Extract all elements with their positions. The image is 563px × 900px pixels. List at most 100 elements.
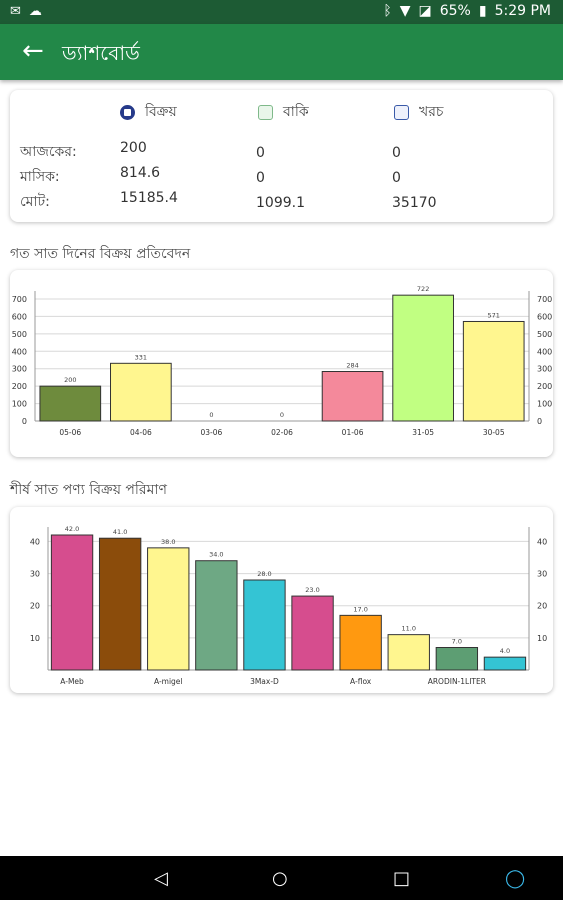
- y-tick-label-left: 10: [30, 634, 40, 643]
- x-tick-label: 03-06: [201, 428, 223, 437]
- sale-header-label: বিক্রয়: [145, 104, 177, 120]
- y-tick-label-right: 0: [537, 417, 542, 426]
- bar: [291, 595, 334, 671]
- data-label: 34.0: [209, 551, 223, 559]
- back-nav-icon[interactable]: ◁: [154, 868, 168, 889]
- data-label: 42.0: [65, 525, 79, 533]
- y-tick-label-left: 100: [12, 400, 27, 409]
- bar: [243, 579, 286, 671]
- bar: [387, 634, 430, 671]
- today-due: 0: [256, 145, 265, 161]
- data-label: 0: [209, 411, 213, 419]
- total-due: 1099.1: [256, 195, 305, 211]
- data-label: 11.0: [402, 625, 416, 633]
- x-tick-label: ARODIN-1LITER: [428, 677, 486, 686]
- x-tick-label: 02-06: [271, 428, 293, 437]
- y-tick-label-left: 600: [12, 312, 27, 321]
- signal-icon: ◪: [418, 3, 432, 19]
- y-tick-label-left: 30: [30, 570, 40, 579]
- today-sale: 200: [120, 140, 147, 156]
- data-label: 38.0: [161, 538, 175, 546]
- y-tick-label-right: 500: [537, 330, 552, 339]
- total-sale: 15185.4: [120, 190, 178, 206]
- x-tick-label: A-flox: [350, 677, 372, 686]
- x-tick-label: A-migel: [154, 677, 183, 686]
- weekly-sales-title: গত সাত দিনের বিক্রয় প্রতিবেদন: [10, 246, 191, 262]
- cost-header: খরচ: [394, 100, 443, 124]
- page-title: ড্যাশবোর্ড: [62, 41, 140, 65]
- bar: [435, 647, 479, 671]
- y-tick-label-left: 700: [12, 295, 27, 304]
- bar: [339, 614, 382, 671]
- bar: [110, 362, 172, 422]
- due-icon: [258, 104, 273, 120]
- data-label: 200: [64, 376, 76, 384]
- gmail-icon: ✉: [10, 4, 21, 19]
- monthly-cost: 0: [392, 170, 401, 186]
- cloud-icon: ☁: [28, 4, 42, 19]
- data-label: 284: [346, 362, 358, 370]
- assistant-icon[interactable]: ◯: [505, 868, 526, 889]
- data-label: 0: [280, 411, 284, 419]
- bar: [147, 547, 190, 671]
- y-tick-label-right: 100: [537, 400, 552, 409]
- y-tick-label-right: 10: [537, 634, 547, 643]
- y-tick-label-left: 500: [12, 330, 27, 339]
- wifi-icon: ▼: [399, 3, 411, 19]
- bar: [392, 294, 454, 422]
- sale-header: বিক্রয়: [120, 100, 177, 124]
- today-label: আজকের:: [20, 144, 77, 160]
- total-cost: 35170: [392, 195, 437, 211]
- y-tick-label-right: 700: [537, 295, 552, 304]
- bar: [195, 560, 238, 671]
- status-bar: ✉ ☁ ᛒ ▼ ◪ 65% ▮ 5:29 PM: [0, 0, 563, 24]
- y-tick-label-left: 40: [30, 537, 40, 546]
- navigation-bar: ◁ ○ □ ◯: [0, 856, 563, 900]
- today-cost: 0: [392, 145, 401, 161]
- data-label: 331: [135, 353, 147, 361]
- y-tick-label-right: 300: [537, 365, 552, 374]
- x-tick-label: 3Max-D: [250, 677, 279, 686]
- data-label: 7.0: [452, 638, 462, 646]
- weekly-sales-chart: 0 0 100 100 200 200 300 300 400 400 500 500 600 600 70…: [12, 285, 553, 437]
- y-tick-label-right: 40: [537, 537, 547, 546]
- clock: 5:29 PM: [494, 3, 551, 19]
- top-products-chart-card: 10 10 20 20 30 30 40 40 42.0 A-Meb 41.0 38.0 A-migel…: [10, 507, 553, 693]
- due-header: বাকি: [258, 100, 309, 124]
- data-label: 41.0: [113, 528, 127, 536]
- y-tick-label-left: 400: [12, 347, 27, 356]
- home-nav-icon[interactable]: ○: [272, 868, 288, 889]
- y-tick-label-left: 0: [22, 417, 27, 426]
- bar: [98, 537, 142, 671]
- y-tick-label-left: 300: [12, 365, 27, 374]
- top-products-chart: 10 10 20 20 30 30 40 40 42.0 A-Meb 41.0 38.0 A-migel…: [30, 525, 547, 686]
- bar: [321, 371, 384, 422]
- total-label: মোট:: [20, 194, 50, 210]
- data-label: 23.0: [305, 586, 319, 594]
- sale-icon: [120, 104, 135, 120]
- x-tick-label: A-Meb: [60, 677, 84, 686]
- x-tick-label: 01-06: [342, 428, 364, 437]
- bar: [50, 534, 94, 671]
- y-tick-label-right: 20: [537, 602, 547, 611]
- battery-icon: ▮: [478, 3, 487, 19]
- back-arrow-icon[interactable]: ←: [22, 36, 44, 66]
- bar: [483, 656, 527, 671]
- data-label: 28.0: [257, 570, 271, 578]
- y-tick-label-right: 400: [537, 347, 552, 356]
- data-label: 722: [417, 285, 429, 293]
- recents-nav-icon[interactable]: □: [393, 868, 411, 889]
- due-header-label: বাকি: [283, 104, 309, 120]
- bar: [462, 320, 525, 422]
- data-label: 17.0: [353, 605, 367, 613]
- y-tick-label-right: 30: [537, 570, 547, 579]
- monthly-label: মাসিক:: [20, 169, 60, 185]
- weekly-sales-chart-card: 0 0 100 100 200 200 300 300 400 400 500 500 600 600 70…: [10, 270, 553, 457]
- top-products-title: শীর্ষ সাত পণ্য বিক্রয় পরিমাণ: [10, 482, 167, 498]
- y-tick-label-left: 200: [12, 382, 27, 391]
- x-tick-label: 30-05: [483, 428, 505, 437]
- monthly-sale: 814.6: [120, 165, 161, 181]
- y-tick-label-right: 600: [537, 312, 552, 321]
- data-label: 4.0: [500, 647, 510, 655]
- monthly-due: 0: [256, 170, 265, 186]
